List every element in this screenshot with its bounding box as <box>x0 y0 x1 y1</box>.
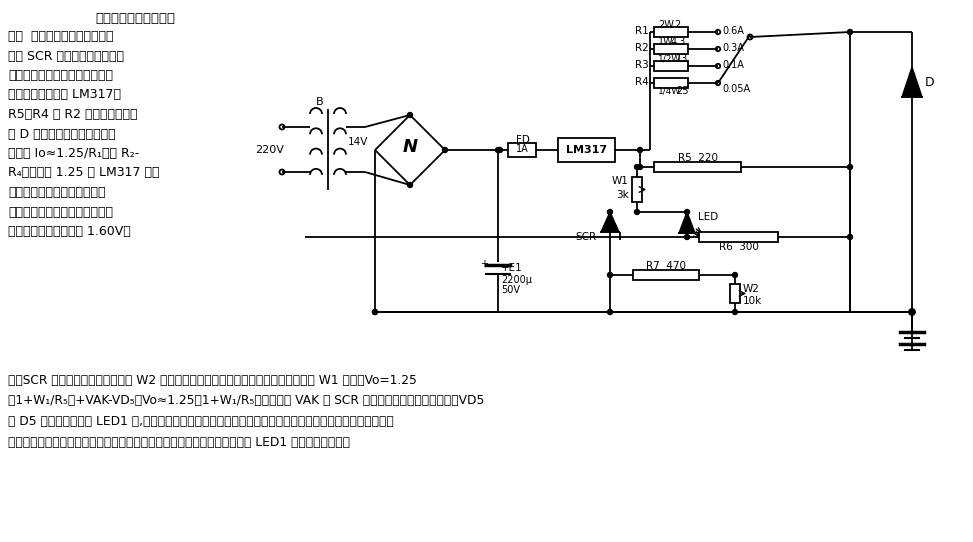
Text: 1A: 1A <box>516 144 529 154</box>
Circle shape <box>847 165 852 170</box>
Bar <box>654 44 688 54</box>
Text: 电器  电路开始充电时，由于可: 电器 电路开始充电时，由于可 <box>8 30 114 43</box>
Text: 后，电池电压上升到允许最大值: 后，电池电压上升到允许最大值 <box>8 205 113 218</box>
Bar <box>632 270 700 280</box>
Circle shape <box>607 309 612 314</box>
Text: LM317: LM317 <box>566 145 607 155</box>
Text: R₄），其中 1.25 为 LM317 的输: R₄），其中 1.25 为 LM317 的输 <box>8 166 160 179</box>
Circle shape <box>408 113 413 118</box>
Text: 220V: 220V <box>256 145 284 155</box>
Text: R5  220: R5 220 <box>677 153 717 163</box>
Text: 0.3A: 0.3A <box>722 43 744 53</box>
Bar <box>558 138 615 162</box>
Text: 10k: 10k <box>743 296 762 306</box>
Text: W1: W1 <box>612 177 629 186</box>
Text: 流值为 Io≈1.25/R₁（或 R₂-: 流值为 Io≈1.25/R₁（或 R₂- <box>8 147 139 160</box>
Polygon shape <box>902 67 922 97</box>
Text: 13: 13 <box>676 54 688 64</box>
Circle shape <box>634 210 639 215</box>
Text: 0.1A: 0.1A <box>722 60 744 70</box>
Circle shape <box>847 29 852 35</box>
Text: 出电压最低值。经过一定时间: 出电压最低值。经过一定时间 <box>8 186 105 199</box>
Text: SCR: SCR <box>575 232 596 242</box>
Text: 1W: 1W <box>658 37 673 47</box>
Text: R2: R2 <box>635 43 649 53</box>
Text: 0.6A: 0.6A <box>722 26 744 36</box>
Text: R3: R3 <box>635 60 649 70</box>
Text: B: B <box>316 97 324 107</box>
Text: N: N <box>403 138 417 156</box>
Text: 决于充电电池两端的电压）不足: 决于充电电池两端的电压）不足 <box>8 69 113 82</box>
Text: 以触发导通，所以 LM317、: 以触发导通，所以 LM317、 <box>8 88 121 101</box>
Text: FD: FD <box>516 135 529 145</box>
Text: 控硅 SCR 的触发端的电压（取: 控硅 SCR 的触发端的电压（取 <box>8 49 124 62</box>
Bar <box>508 143 536 157</box>
Text: 0.05A: 0.05A <box>722 84 750 94</box>
Text: 简单的镍镉电池自动充: 简单的镍镉电池自动充 <box>95 12 175 25</box>
Text: 时，SCR 触发导通（触发电压值由 W2 确定），这时电路就变成恒压电源，输出电压由 W1 确定。Vo=1.25: 时，SCR 触发导通（触发电压值由 W2 确定），这时电路就变成恒压电源，输出电… <box>8 374 416 387</box>
Bar <box>730 284 740 303</box>
Circle shape <box>495 147 500 152</box>
Text: 1/4W: 1/4W <box>658 87 681 95</box>
Circle shape <box>443 147 448 152</box>
Text: W2: W2 <box>743 283 760 294</box>
Text: R4: R4 <box>635 77 649 87</box>
Circle shape <box>373 309 378 314</box>
Text: 3k: 3k <box>616 190 629 199</box>
Text: +E1: +E1 <box>501 263 523 273</box>
Text: 1/2W: 1/2W <box>658 55 681 63</box>
Text: 2W: 2W <box>658 20 674 30</box>
Circle shape <box>733 309 738 314</box>
Bar <box>700 232 777 242</box>
Text: R1: R1 <box>635 26 649 36</box>
Text: R7  470: R7 470 <box>646 261 686 271</box>
Circle shape <box>847 235 852 240</box>
Text: LED: LED <box>698 211 718 222</box>
Text: 14V: 14V <box>348 137 369 147</box>
Text: 为 D5 上的压降。此时 LED1 亮,表示电池快充满。当电池电压逐渐上升与输出电压接近，充电电流越来越小，: 为 D5 上的压降。此时 LED1 亮,表示电池快充满。当电池电压逐渐上升与输出… <box>8 415 394 428</box>
Circle shape <box>408 183 413 188</box>
Circle shape <box>373 309 378 314</box>
Circle shape <box>637 147 642 152</box>
Circle shape <box>607 210 612 215</box>
Text: D: D <box>925 75 935 88</box>
Circle shape <box>497 147 502 152</box>
Bar <box>632 177 642 202</box>
Text: 25: 25 <box>676 86 689 96</box>
Circle shape <box>607 273 612 278</box>
Bar <box>654 27 688 37</box>
Circle shape <box>634 165 639 170</box>
Bar <box>654 162 741 172</box>
Circle shape <box>684 235 690 240</box>
Circle shape <box>637 165 642 170</box>
Text: 50V: 50V <box>501 285 520 295</box>
Polygon shape <box>679 212 695 233</box>
Text: R5、R4 或 R2 组成恒流源，经: R5、R4 或 R2 组成恒流源，经 <box>8 108 137 121</box>
Text: +: + <box>480 259 488 269</box>
Text: 2: 2 <box>674 20 680 30</box>
Text: 过 D 向镍镉电池恒流充电，电: 过 D 向镍镉电池恒流充电，电 <box>8 127 116 140</box>
Text: 4.3: 4.3 <box>671 37 686 47</box>
Text: 2200μ: 2200μ <box>501 275 532 285</box>
Bar <box>654 78 688 88</box>
Text: （一般每节电池不超过 1.60V）: （一般每节电池不超过 1.60V） <box>8 225 130 238</box>
Circle shape <box>910 309 915 314</box>
Circle shape <box>684 210 690 215</box>
Text: R6  300: R6 300 <box>719 242 758 252</box>
Text: （1+W₁/R₅）+VAK-VD₅，Vo≈1.25（1+W₁/R₅）伏。其中 VAK 为 SCR 导通时阴、阳极之间的压降，VD5: （1+W₁/R₅）+VAK-VD₅，Vo≈1.25（1+W₁/R₅）伏。其中 V… <box>8 395 485 408</box>
Bar <box>654 61 688 71</box>
Polygon shape <box>601 212 619 232</box>
Text: 最后接近于零，电池充电结束。电路若要重新启动，只要关闭电源开关，待 LED1 灭后即可再启动。: 最后接近于零，电池充电结束。电路若要重新启动，只要关闭电源开关，待 LED1 灭… <box>8 436 350 448</box>
Circle shape <box>733 273 738 278</box>
